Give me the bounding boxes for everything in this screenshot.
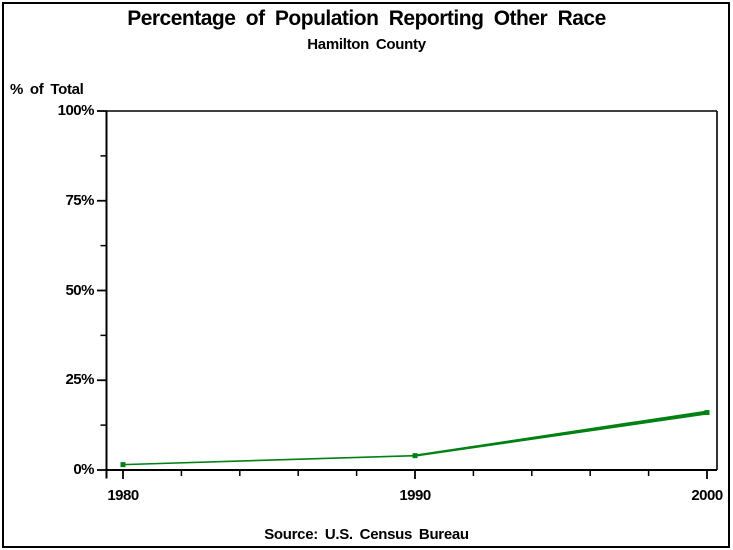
data-line-segment-1 [122,454,416,466]
source-footnote: Source: U.S. Census Bureau [264,526,469,543]
y-axis-label: % of Total [10,81,84,98]
y-tick-label: 25% [65,371,94,389]
y-tick-label: 0% [73,461,94,478]
data-point-marker [412,453,418,459]
y-tick-label: 100% [57,102,95,119]
data-line-segment-2 [415,410,707,457]
x-tick-label: 1990 [399,487,431,504]
x-tick-label: 1980 [107,487,139,504]
y-tick-label: 75% [65,191,94,209]
x-tick-label: 2000 [691,487,723,504]
data-point-marker [704,410,710,416]
page-subtitle: Hamilton County [307,36,426,53]
data-point-marker [120,462,126,468]
page-title: Percentage of Population Reporting Other… [127,7,606,30]
y-tick-label: 50% [65,281,94,299]
